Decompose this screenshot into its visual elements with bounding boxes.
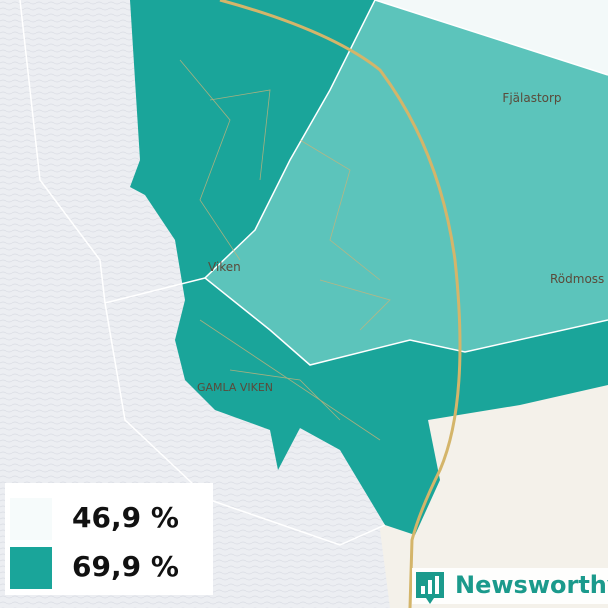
land — [380, 385, 608, 608]
place-label: GAMLA VIKEN — [197, 381, 273, 394]
region-medium — [205, 0, 608, 365]
road — [219, 0, 462, 608]
place-label: Rödmoss — [550, 272, 604, 286]
place-label: Fjälastorp — [502, 91, 561, 105]
place-label: Viken — [208, 260, 241, 274]
borders — [19, 0, 608, 546]
logo-text: Newsworthy — [455, 571, 608, 599]
streets — [179, 59, 391, 441]
legend-swatch — [10, 547, 52, 589]
logo-box — [412, 568, 608, 604]
region-dark — [130, 0, 608, 535]
legend-swatch — [10, 498, 52, 540]
legend-label: 69,9 % — [72, 550, 179, 583]
legend-label: 46,9 % — [72, 501, 179, 534]
logo-icon — [416, 572, 444, 604]
